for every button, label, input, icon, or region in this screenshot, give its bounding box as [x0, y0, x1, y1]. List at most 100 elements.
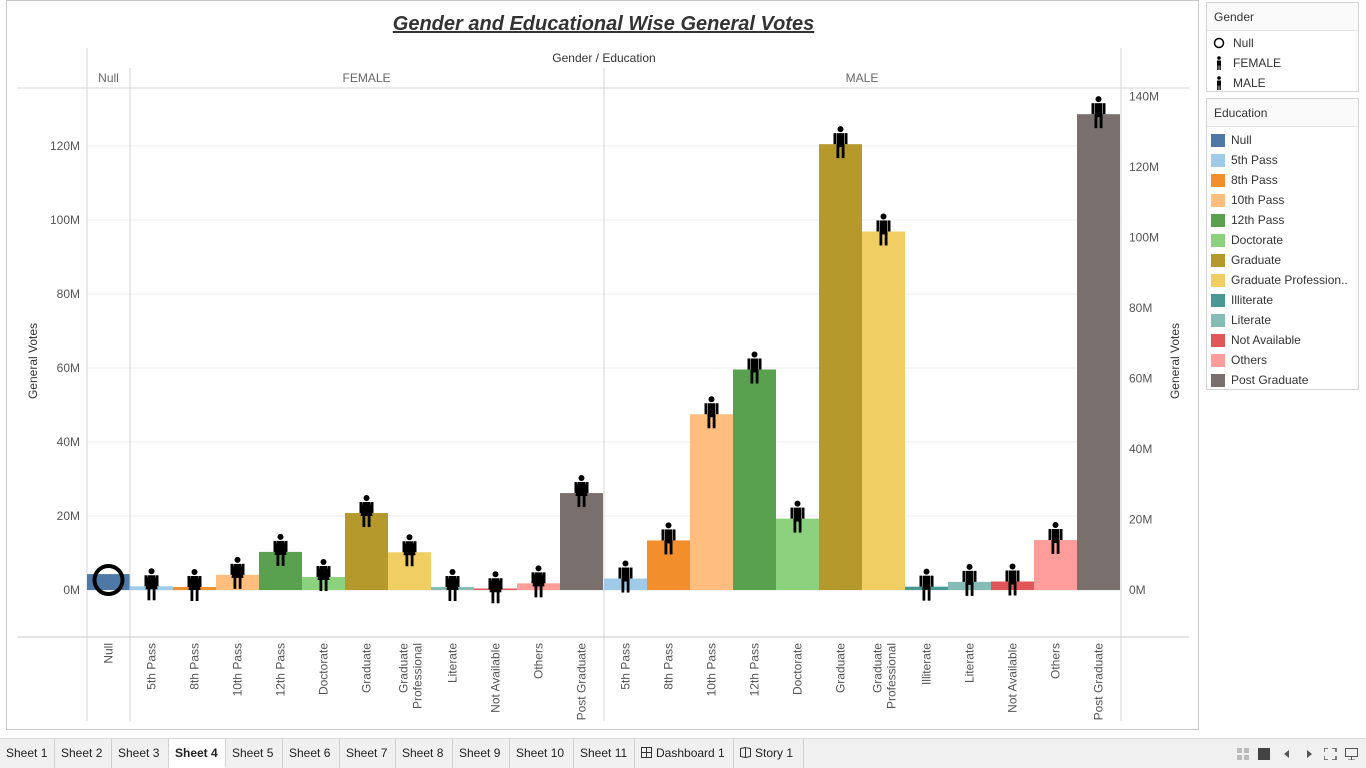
- marker-female-others: [531, 565, 546, 598]
- gender-legend-label: FEMALE: [1233, 56, 1282, 70]
- presentation-icon[interactable]: [1345, 748, 1358, 761]
- legend-swatch: [1211, 213, 1225, 227]
- next-sheet-icon[interactable]: [1303, 748, 1316, 760]
- tab-sheet-3[interactable]: Sheet 3: [112, 739, 169, 768]
- education-legend-item-12th-pass[interactable]: 12th Pass: [1207, 210, 1358, 230]
- bar-female-post-graduate[interactable]: [560, 493, 603, 590]
- x-label-male-others: Others: [1049, 643, 1063, 679]
- education-legend-item-doctorate[interactable]: Doctorate: [1207, 230, 1358, 250]
- education-legend-item-graduate-profession[interactable]: Graduate Profession..: [1207, 270, 1358, 290]
- bar-female-graduate[interactable]: [345, 513, 388, 590]
- gender-legend-item-null[interactable]: Null: [1207, 33, 1358, 53]
- bar-male-graduate[interactable]: [819, 144, 862, 590]
- bar-female-graduate-professional[interactable]: [388, 552, 431, 590]
- bar-female-10th-pass[interactable]: [216, 574, 259, 590]
- education-legend-item-not-available[interactable]: Not Available: [1207, 330, 1358, 350]
- marker-male-12th-pass: [747, 351, 762, 384]
- filmstrip-icon[interactable]: [1258, 748, 1271, 760]
- x-label-male-5th-pass: 5th Pass: [619, 643, 633, 690]
- legend-swatch: [1211, 253, 1225, 267]
- gender-legend-item-female[interactable]: FEMALE: [1207, 53, 1358, 73]
- female-person-icon: [1211, 55, 1227, 71]
- x-label-female-graduate-professional: Professional: [411, 643, 425, 709]
- x-label-female-5th-pass: 5th Pass: [145, 643, 159, 690]
- y-tick-left-120m: 120M: [50, 139, 80, 153]
- education-legend-item-graduate[interactable]: Graduate: [1207, 250, 1358, 270]
- tab-sheet-4[interactable]: Sheet 4: [169, 739, 226, 768]
- y-tick-left-0m: 0M: [63, 583, 80, 597]
- tab-label: Sheet 3: [118, 746, 160, 760]
- x-label-male-10th-pass: 10th Pass: [705, 643, 719, 696]
- x-label-male-illiterate: Illiterate: [920, 643, 934, 685]
- fit-icon[interactable]: [1323, 747, 1337, 761]
- marker-female-5th-pass: [144, 568, 159, 601]
- gender-legend-label: Null: [1233, 36, 1254, 50]
- x-label-male-12th-pass: 12th Pass: [748, 643, 762, 696]
- y-tick-left-40m: 40M: [57, 435, 80, 449]
- tab-label: Sheet 4: [175, 746, 218, 760]
- y-tick-right-140m: 140M: [1129, 90, 1159, 104]
- bar-male-not-available[interactable]: [991, 581, 1034, 590]
- tab-label: Sheet 6: [289, 746, 331, 760]
- marker-male-graduate: [833, 126, 848, 159]
- tab-label: Sheet 5: [232, 746, 274, 760]
- bar-male-8th-pass[interactable]: [647, 540, 690, 590]
- bar-male-others[interactable]: [1034, 540, 1077, 590]
- education-legend-label: Not Available: [1231, 333, 1301, 347]
- bar-male-5th-pass[interactable]: [604, 578, 647, 590]
- marker-female-not-available: [488, 571, 503, 604]
- prev-sheet-icon[interactable]: [1281, 748, 1294, 760]
- legend-swatch: [1211, 313, 1225, 327]
- y-tick-right-120m: 120M: [1129, 160, 1159, 174]
- bar-male-graduate-professional[interactable]: [862, 231, 905, 590]
- y-tick-left-80m: 80M: [57, 287, 80, 301]
- tab-sheet-1[interactable]: Sheet 1: [0, 739, 55, 768]
- education-legend-label: Others: [1231, 353, 1268, 367]
- education-legend-item-literate[interactable]: Literate: [1207, 310, 1358, 330]
- gender-legend-item-male[interactable]: MALE: [1207, 73, 1358, 93]
- bar-female-doctorate[interactable]: [302, 577, 345, 590]
- education-legend-item-null[interactable]: Null: [1207, 130, 1358, 150]
- education-legend-item-illiterate[interactable]: Illiterate: [1207, 290, 1358, 310]
- education-legend-item-post-graduate[interactable]: Post Graduate: [1207, 370, 1358, 390]
- legend-swatch: [1211, 353, 1225, 367]
- bar-male-12th-pass[interactable]: [733, 369, 776, 590]
- bar-male-post-graduate[interactable]: [1077, 114, 1120, 591]
- column-header: Gender / Education: [552, 51, 655, 65]
- bar-male-doctorate[interactable]: [776, 518, 819, 590]
- education-legend-item-8th-pass[interactable]: 8th Pass: [1207, 170, 1358, 190]
- marker-male-post-graduate: [1091, 96, 1106, 129]
- tab-label: Sheet 7: [346, 746, 388, 760]
- education-legend-item-10th-pass[interactable]: 10th Pass: [1207, 190, 1358, 210]
- tab-sheet-5[interactable]: Sheet 5: [226, 739, 283, 768]
- gender-legend-title: Gender: [1207, 3, 1358, 31]
- tab-sheet-6[interactable]: Sheet 6: [283, 739, 340, 768]
- bar-female-others[interactable]: [517, 583, 560, 590]
- education-legend-label: Literate: [1231, 313, 1272, 327]
- y-tick-left-60m: 60M: [57, 361, 80, 375]
- bar-male-literate[interactable]: [948, 581, 991, 590]
- tab-sheet-7[interactable]: Sheet 7: [340, 739, 396, 768]
- bar-female-12th-pass[interactable]: [259, 551, 302, 590]
- tab-sheet-8[interactable]: Sheet 8: [396, 739, 453, 768]
- bar-male-10th-pass[interactable]: [690, 414, 733, 590]
- grid-view-icon[interactable]: [1237, 748, 1250, 760]
- y-tick-right-0m: 0M: [1129, 583, 1146, 597]
- y-tick-right-20m: 20M: [1129, 513, 1152, 527]
- tab-label: Story 1: [755, 746, 794, 760]
- education-legend-item-others[interactable]: Others: [1207, 350, 1358, 370]
- marker-female-graduate: [359, 495, 374, 528]
- tab-sheet-11[interactable]: Sheet 11: [574, 739, 635, 768]
- education-legend-item-5th-pass[interactable]: 5th Pass: [1207, 150, 1358, 170]
- x-label-male-doctorate: Doctorate: [791, 643, 805, 695]
- tab-sheet-10[interactable]: Sheet 10: [510, 739, 574, 768]
- marker-male-doctorate: [790, 500, 805, 533]
- tab-label: Sheet 10: [516, 746, 565, 760]
- tab-dashboard-1[interactable]: Dashboard 1: [635, 739, 734, 768]
- x-label-male-graduate: Graduate: [834, 643, 848, 693]
- tab-sheet-2[interactable]: Sheet 2: [55, 739, 112, 768]
- tab-story-1[interactable]: Story 1: [734, 739, 804, 768]
- y-tick-right-60m: 60M: [1129, 372, 1152, 386]
- x-label-male-8th-pass: 8th Pass: [662, 643, 676, 690]
- tab-sheet-9[interactable]: Sheet 9: [453, 739, 510, 768]
